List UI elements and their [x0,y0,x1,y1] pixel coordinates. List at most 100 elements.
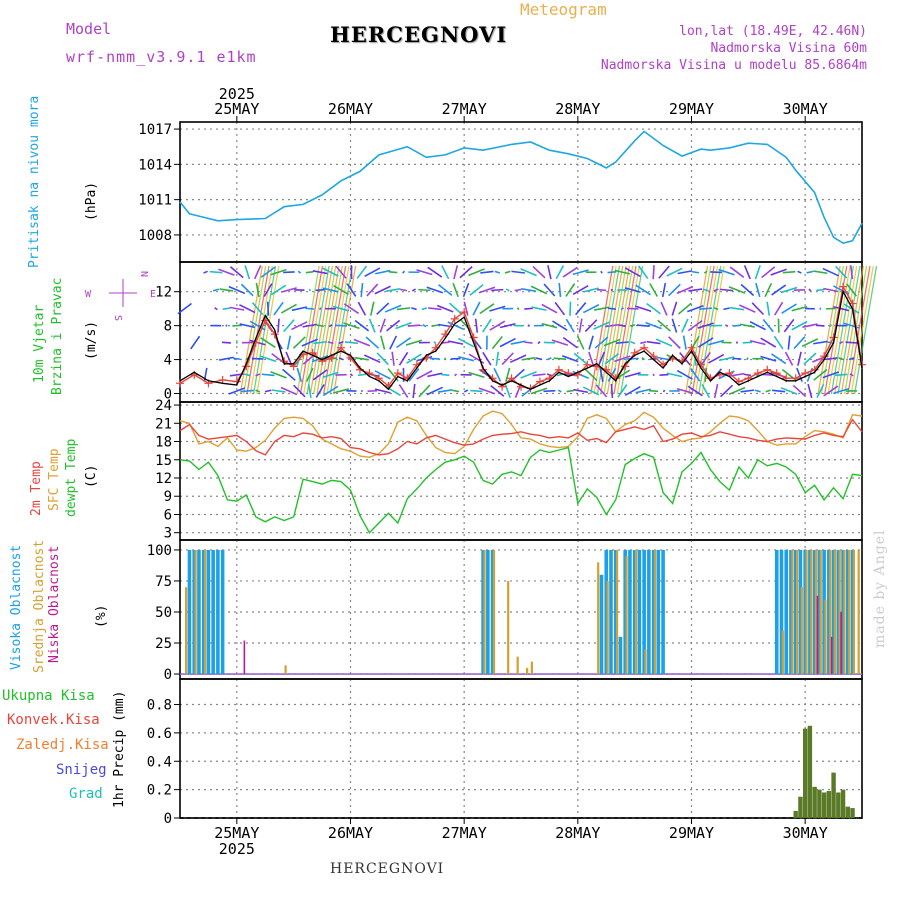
wind-arrow [824,357,838,361]
panel-frame [179,539,863,680]
wind-arrow [251,302,264,316]
wind-arrow [266,301,270,316]
wind-arrow [469,284,484,296]
wind-arrow [482,351,492,366]
wind-arrow [557,389,562,393]
wind-arrow [468,371,485,379]
x-tick-label-top: 30MAY [783,100,828,118]
wind-arrow [682,335,687,350]
x-tick-label-top: 29MAY [669,100,714,118]
wind-arrow [607,307,616,310]
wind-arrow [505,367,511,382]
wind-arrow [354,356,369,361]
x-tick-label-top: 28MAY [555,100,600,118]
y-tick-label: 18 [155,435,172,451]
wind-arrow [396,337,412,349]
wind-arrow [751,302,765,316]
wind-arrow [478,286,496,294]
wind-arrow [412,383,416,399]
wind-arrow [603,338,621,347]
precip-bar [840,789,846,818]
wind-arrow [470,389,483,393]
wind-arrow [220,386,233,397]
2m-temp-line [179,418,863,456]
wind-arrow [796,367,803,382]
wind-arrow [195,352,196,366]
wind-arrow [565,283,576,297]
wind-arrow [214,384,218,398]
meteogram-subtitle: Meteogram [520,0,607,19]
wind-arrow [746,357,749,361]
precip-bar [817,789,822,818]
wind-arrow [280,386,298,396]
wind-arrow [660,301,668,316]
y-tick-label: 1014 [138,157,172,173]
wind-arrow [780,387,798,395]
wind-arrow [729,266,745,278]
wind-arrow [364,267,381,278]
wind-arrow [640,341,647,345]
wind-arrow [343,322,360,330]
wind-arrow [396,307,411,311]
model-name: wrf-nmm_v3.9.1 e1km [66,48,257,66]
wind-arrow [562,336,578,349]
wind-arrow [474,318,479,333]
wind-arrow [749,320,766,331]
wind-streak [847,265,871,395]
srednja-cloud-bar [833,549,837,675]
visoka-cloud-bar [490,549,495,675]
visoka-cloud-bar [817,549,822,675]
wind-arrow [687,304,704,313]
wind-arrow [728,286,746,294]
wind-streak [827,265,851,395]
wind-arrow [773,301,784,316]
wind-arrow [668,336,681,349]
wind-arrow [271,389,286,393]
wind-arrow [316,324,324,327]
wind-arrow [610,288,614,292]
srednja-cloud-bar [653,549,657,675]
wind-arrow [582,304,600,314]
wind-arrow [555,265,565,280]
wind-arrow [239,323,256,329]
x-tick-label-top: 26MAY [328,100,373,118]
wind-arrow [366,283,379,297]
wind-arrow [411,288,416,292]
wind-arrow [636,324,650,328]
wind-arrow [453,265,459,280]
wind-arrow [728,386,746,396]
wind-streak [610,265,634,395]
wind-arrow [572,284,589,296]
wind-arrow [349,373,354,377]
wind-arrow [537,341,541,345]
y-tick-label: 6 [164,507,172,523]
wind-arrow [808,288,812,292]
wind-arrow [322,385,339,397]
wind-streak [303,265,327,395]
wind-arrow [270,284,287,296]
wind-arrow [228,387,246,395]
wind-arrow [524,307,533,310]
page-title: HERCEGNOVI [330,22,508,47]
wind-arrow [740,283,755,297]
wind-arrow [729,306,745,311]
wind-streak [840,265,864,395]
wind-arrow [214,307,218,311]
wind-arrow [458,356,474,362]
wind-arrow [541,322,558,329]
wind-arrow [588,351,595,366]
wind-arrow [416,370,433,380]
wind-arrow [556,373,563,377]
pressure-line [179,130,863,245]
wind-arrow [375,269,391,275]
y-tick-label: 25 [155,636,172,652]
wind-arrow [422,324,427,328]
wind-arrow [575,302,587,316]
wind-arrow [212,288,220,292]
wind-arrow [531,306,547,312]
visoka-cloud-bar [599,574,604,675]
wind-arrow [679,352,691,366]
precip-bar [798,796,803,818]
wind-arrow [221,341,231,344]
